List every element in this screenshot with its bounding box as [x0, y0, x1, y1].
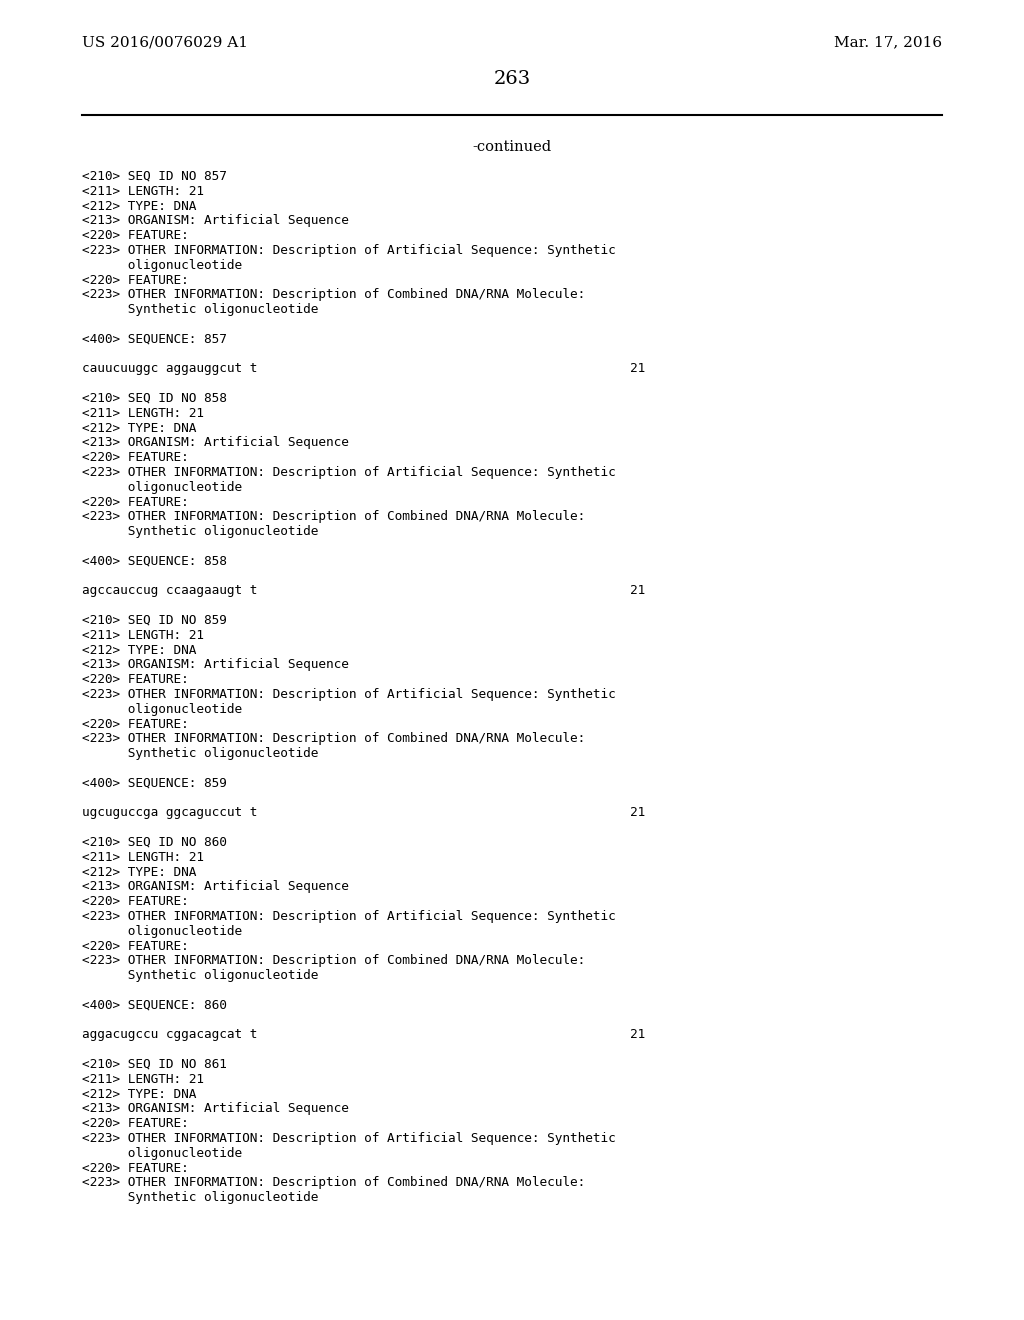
Text: <220> FEATURE:: <220> FEATURE: — [82, 673, 188, 686]
Text: oligonucleotide: oligonucleotide — [82, 259, 242, 272]
Text: <210> SEQ ID NO 858: <210> SEQ ID NO 858 — [82, 392, 227, 405]
Text: <213> ORGANISM: Artificial Sequence: <213> ORGANISM: Artificial Sequence — [82, 880, 349, 894]
Text: <220> FEATURE:: <220> FEATURE: — [82, 940, 188, 953]
Text: cauucuuggc aggauggcut t: cauucuuggc aggauggcut t — [82, 363, 257, 375]
Text: agccauccug ccaagaaugt t: agccauccug ccaagaaugt t — [82, 585, 257, 598]
Text: <211> LENGTH: 21: <211> LENGTH: 21 — [82, 1073, 204, 1086]
Text: <220> FEATURE:: <220> FEATURE: — [82, 895, 188, 908]
Text: <223> OTHER INFORMATION: Description of Combined DNA/RNA Molecule:: <223> OTHER INFORMATION: Description of … — [82, 1176, 586, 1189]
Text: <220> FEATURE:: <220> FEATURE: — [82, 1117, 188, 1130]
Text: <223> OTHER INFORMATION: Description of Combined DNA/RNA Molecule:: <223> OTHER INFORMATION: Description of … — [82, 954, 586, 968]
Text: <211> LENGTH: 21: <211> LENGTH: 21 — [82, 628, 204, 642]
Text: <223> OTHER INFORMATION: Description of Artificial Sequence: Synthetic: <223> OTHER INFORMATION: Description of … — [82, 466, 615, 479]
Text: <213> ORGANISM: Artificial Sequence: <213> ORGANISM: Artificial Sequence — [82, 659, 349, 672]
Text: Synthetic oligonucleotide: Synthetic oligonucleotide — [82, 747, 318, 760]
Text: <211> LENGTH: 21: <211> LENGTH: 21 — [82, 185, 204, 198]
Text: <400> SEQUENCE: 860: <400> SEQUENCE: 860 — [82, 999, 227, 1012]
Text: <210> SEQ ID NO 857: <210> SEQ ID NO 857 — [82, 170, 227, 183]
Text: <210> SEQ ID NO 860: <210> SEQ ID NO 860 — [82, 836, 227, 849]
Text: <212> TYPE: DNA: <212> TYPE: DNA — [82, 421, 197, 434]
Text: oligonucleotide: oligonucleotide — [82, 925, 242, 937]
Text: <223> OTHER INFORMATION: Description of Artificial Sequence: Synthetic: <223> OTHER INFORMATION: Description of … — [82, 244, 615, 257]
Text: <220> FEATURE:: <220> FEATURE: — [82, 1162, 188, 1175]
Text: <212> TYPE: DNA: <212> TYPE: DNA — [82, 644, 197, 656]
Text: <213> ORGANISM: Artificial Sequence: <213> ORGANISM: Artificial Sequence — [82, 437, 349, 449]
Text: <220> FEATURE:: <220> FEATURE: — [82, 718, 188, 730]
Text: <211> LENGTH: 21: <211> LENGTH: 21 — [82, 851, 204, 863]
Text: 21: 21 — [630, 1028, 645, 1041]
Text: Synthetic oligonucleotide: Synthetic oligonucleotide — [82, 1191, 318, 1204]
Text: <220> FEATURE:: <220> FEATURE: — [82, 273, 188, 286]
Text: oligonucleotide: oligonucleotide — [82, 702, 242, 715]
Text: <220> FEATURE:: <220> FEATURE: — [82, 495, 188, 508]
Text: <223> OTHER INFORMATION: Description of Artificial Sequence: Synthetic: <223> OTHER INFORMATION: Description of … — [82, 1133, 615, 1144]
Text: -continued: -continued — [472, 140, 552, 154]
Text: aggacugccu cggacagcat t: aggacugccu cggacagcat t — [82, 1028, 257, 1041]
Text: <223> OTHER INFORMATION: Description of Combined DNA/RNA Molecule:: <223> OTHER INFORMATION: Description of … — [82, 733, 586, 746]
Text: 263: 263 — [494, 70, 530, 88]
Text: <220> FEATURE:: <220> FEATURE: — [82, 230, 188, 242]
Text: 21: 21 — [630, 585, 645, 598]
Text: <223> OTHER INFORMATION: Description of Artificial Sequence: Synthetic: <223> OTHER INFORMATION: Description of … — [82, 688, 615, 701]
Text: <400> SEQUENCE: 859: <400> SEQUENCE: 859 — [82, 776, 227, 789]
Text: <220> FEATURE:: <220> FEATURE: — [82, 451, 188, 465]
Text: 21: 21 — [630, 807, 645, 820]
Text: <213> ORGANISM: Artificial Sequence: <213> ORGANISM: Artificial Sequence — [82, 1102, 349, 1115]
Text: <212> TYPE: DNA: <212> TYPE: DNA — [82, 199, 197, 213]
Text: <212> TYPE: DNA: <212> TYPE: DNA — [82, 1088, 197, 1101]
Text: Synthetic oligonucleotide: Synthetic oligonucleotide — [82, 969, 318, 982]
Text: oligonucleotide: oligonucleotide — [82, 1147, 242, 1160]
Text: 21: 21 — [630, 363, 645, 375]
Text: <211> LENGTH: 21: <211> LENGTH: 21 — [82, 407, 204, 420]
Text: oligonucleotide: oligonucleotide — [82, 480, 242, 494]
Text: US 2016/0076029 A1: US 2016/0076029 A1 — [82, 36, 248, 49]
Text: <400> SEQUENCE: 857: <400> SEQUENCE: 857 — [82, 333, 227, 346]
Text: Mar. 17, 2016: Mar. 17, 2016 — [834, 36, 942, 49]
Text: <223> OTHER INFORMATION: Description of Combined DNA/RNA Molecule:: <223> OTHER INFORMATION: Description of … — [82, 511, 586, 524]
Text: ugcuguccga ggcaguccut t: ugcuguccga ggcaguccut t — [82, 807, 257, 820]
Text: <210> SEQ ID NO 859: <210> SEQ ID NO 859 — [82, 614, 227, 627]
Text: <400> SEQUENCE: 858: <400> SEQUENCE: 858 — [82, 554, 227, 568]
Text: Synthetic oligonucleotide: Synthetic oligonucleotide — [82, 525, 318, 539]
Text: <212> TYPE: DNA: <212> TYPE: DNA — [82, 866, 197, 879]
Text: <210> SEQ ID NO 861: <210> SEQ ID NO 861 — [82, 1059, 227, 1071]
Text: Synthetic oligonucleotide: Synthetic oligonucleotide — [82, 304, 318, 317]
Text: <223> OTHER INFORMATION: Description of Artificial Sequence: Synthetic: <223> OTHER INFORMATION: Description of … — [82, 909, 615, 923]
Text: <213> ORGANISM: Artificial Sequence: <213> ORGANISM: Artificial Sequence — [82, 214, 349, 227]
Text: <223> OTHER INFORMATION: Description of Combined DNA/RNA Molecule:: <223> OTHER INFORMATION: Description of … — [82, 288, 586, 301]
